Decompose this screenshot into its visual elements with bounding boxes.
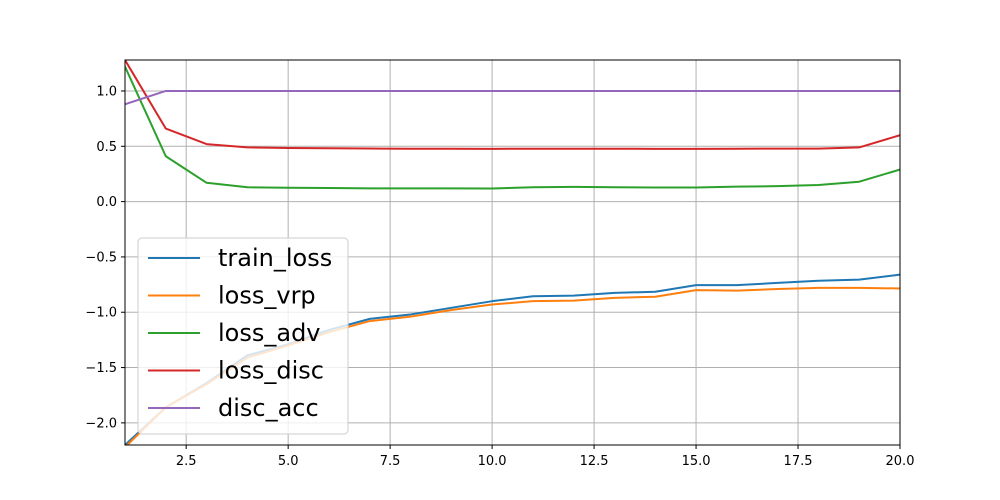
y-tick-label: −0.5	[85, 250, 117, 265]
y-tick-label: 0.0	[96, 195, 117, 210]
legend-label: train_loss	[218, 244, 332, 272]
legend-label: loss_disc	[218, 357, 324, 385]
legend-label: disc_acc	[218, 394, 319, 422]
y-axis: −2.0 −1.5 −1.0 −0.5 0.0 0.5 1.0	[85, 84, 125, 431]
x-tick-label: 10.0	[478, 454, 507, 469]
legend-label: loss_vrp	[218, 282, 316, 310]
x-tick-label: 12.5	[580, 454, 609, 469]
legend-box	[137, 237, 349, 435]
y-tick-label: −2.0	[85, 416, 117, 431]
x-tick-label: 7.5	[380, 454, 401, 469]
series-line-loss-disc	[125, 60, 900, 150]
y-tick-label: 0.5	[96, 140, 117, 155]
y-tick-label: 1.0	[96, 84, 117, 99]
x-tick-label: 5.0	[278, 454, 299, 469]
y-tick-label: −1.5	[85, 361, 117, 376]
series-line-disc-acc	[125, 89, 900, 106]
x-tick-label: 2.5	[176, 454, 197, 469]
y-tick-label: −1.0	[85, 306, 117, 321]
x-tick-label: 17.5	[784, 454, 813, 469]
legend: train_loss loss_vrp loss_adv loss_disc disc_…	[137, 237, 349, 435]
x-axis: 2.5 5.0 7.5 10.0 12.5 15.0 17.5 20.0	[176, 445, 915, 469]
x-tick-label: 20.0	[886, 454, 915, 469]
legend-label: loss_adv	[218, 319, 321, 347]
x-tick-label: 15.0	[682, 454, 711, 469]
plot-frame	[124, 59, 901, 446]
series-line-loss-adv	[125, 65, 900, 190]
